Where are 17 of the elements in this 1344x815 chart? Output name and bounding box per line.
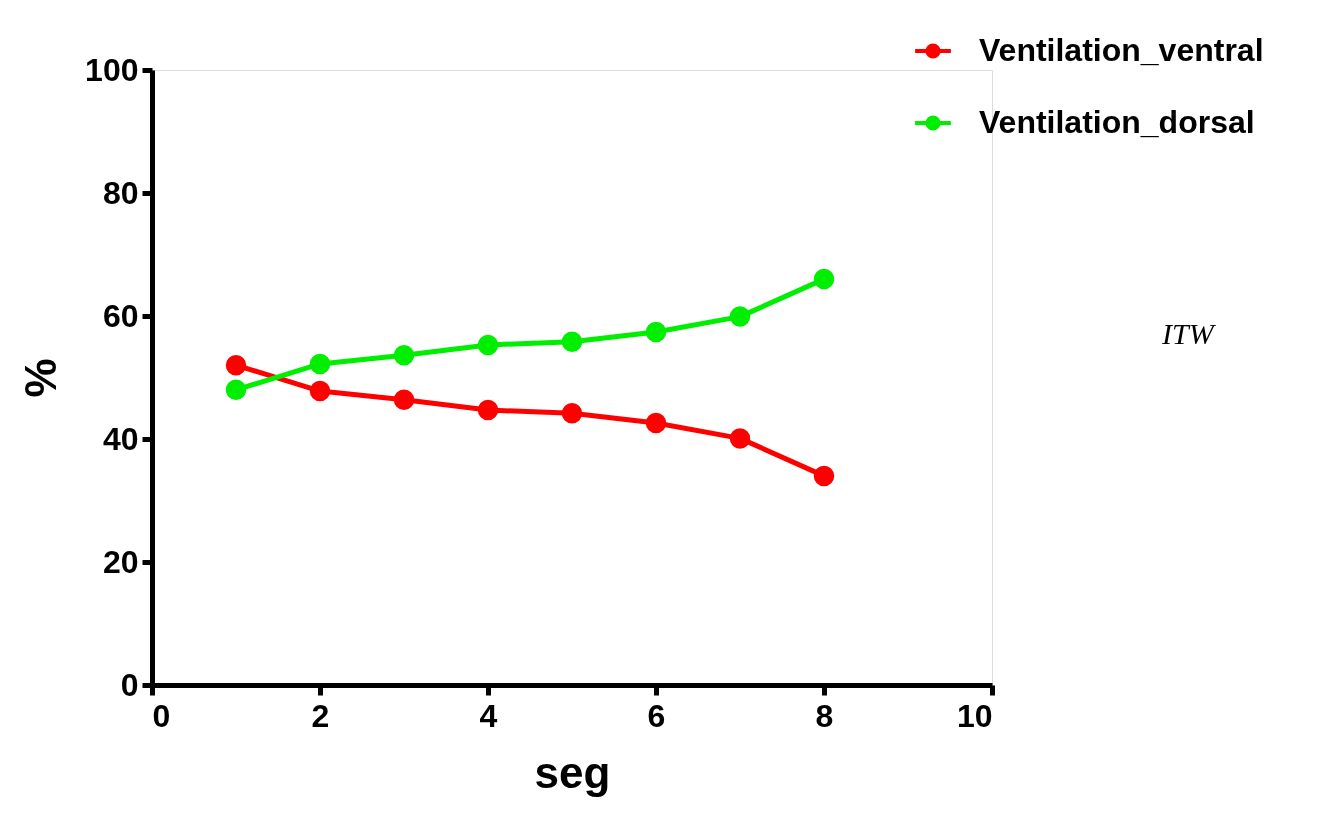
y-axis-title: % (16, 358, 66, 398)
text: ITW (1161, 317, 1217, 350)
x-tick-label: 6 (647, 697, 666, 734)
x-tick-label: 8 (815, 697, 834, 734)
y-tick-label: 20 (102, 543, 139, 580)
x-axis-title: seg (534, 747, 611, 797)
legend-label: Ventilation_ventral (979, 32, 1264, 68)
x-tick-label: 4 (479, 697, 498, 734)
legend-label: Ventilation_dorsal (979, 104, 1255, 140)
y-tick-label: 60 (102, 297, 139, 334)
y-tick-label: 80 (102, 174, 139, 211)
y-tick-label: 100 (85, 51, 139, 88)
x-tick-label: 10 (956, 697, 993, 734)
y-tick-label: 40 (102, 420, 139, 457)
y-tick-label: 0 (120, 666, 139, 703)
x-tick-label: 2 (311, 697, 330, 734)
x-tick-label: 0 (152, 697, 171, 734)
